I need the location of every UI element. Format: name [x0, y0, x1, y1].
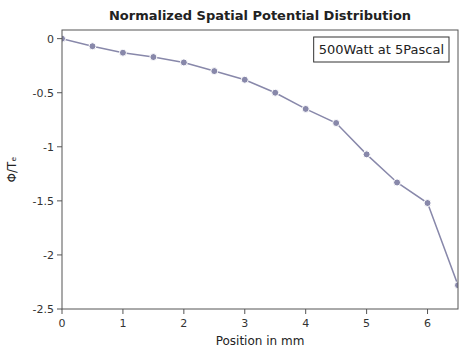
data-point: [119, 49, 126, 56]
y-tick: [57, 92, 62, 93]
data-point: [363, 151, 370, 158]
x-axis-label: Position in mm: [216, 334, 305, 348]
y-tick: [57, 254, 62, 255]
y-tick-label: 0: [47, 33, 54, 46]
x-tick: [122, 309, 123, 314]
data-point: [455, 282, 459, 289]
data-point: [62, 35, 66, 42]
x-tick: [366, 309, 367, 314]
data-point: [150, 54, 157, 61]
annotation: 500Watt at 5Pascal: [319, 42, 444, 57]
x-tick: [62, 309, 63, 314]
y-tick-label: -0.5: [33, 87, 54, 100]
chart-container: 0 1 2 3 4 5 6 0 -0.5 -1 -1.5 -2 -2.5 Normalized Spati…: [0, 0, 474, 355]
data-point: [180, 59, 187, 66]
data-point: [333, 120, 340, 127]
x-tick-label: 6: [424, 317, 431, 330]
y-tick-label: -2: [43, 249, 54, 262]
x-tick: [305, 309, 306, 314]
data-point: [211, 68, 218, 75]
y-axis-label: Φ/Tₑ: [5, 157, 19, 183]
chart-svg: 0 1 2 3 4 5 6 0 -0.5 -1 -1.5 -2 -2.5 Normalized Spati…: [0, 0, 474, 355]
data-group: [62, 35, 458, 289]
annotation-box: [314, 37, 449, 62]
annotation-group: 500Watt at 5Pascal: [314, 37, 449, 62]
plot-frame: [62, 30, 458, 309]
plot-area: [62, 30, 458, 309]
data-line: [62, 39, 458, 286]
y-tick-label: -1.5: [33, 195, 54, 208]
x-tick-label: 2: [180, 317, 187, 330]
x-tick: [183, 309, 184, 314]
data-point: [302, 105, 309, 112]
x-tick: [244, 309, 245, 314]
x-tick-label: 0: [59, 317, 66, 330]
y-tick: [57, 146, 62, 147]
data-point: [424, 200, 431, 207]
data-point: [272, 89, 279, 96]
data-point: [241, 76, 248, 83]
x-tick-label: 1: [119, 317, 126, 330]
chart-title: Normalized Spatial Potential Distributio…: [109, 8, 411, 23]
x-tick-label: 4: [302, 317, 309, 330]
data-point: [394, 179, 401, 186]
y-tick: [57, 38, 62, 39]
y-tick-label: -1: [43, 141, 54, 154]
y-tick: [57, 309, 62, 310]
x-tick: [427, 309, 428, 314]
y-tick: [57, 200, 62, 201]
x-tick-label: 5: [363, 317, 370, 330]
data-point: [89, 43, 96, 50]
y-tick-label: -2.5: [33, 303, 54, 316]
x-tick-label: 3: [241, 317, 248, 330]
